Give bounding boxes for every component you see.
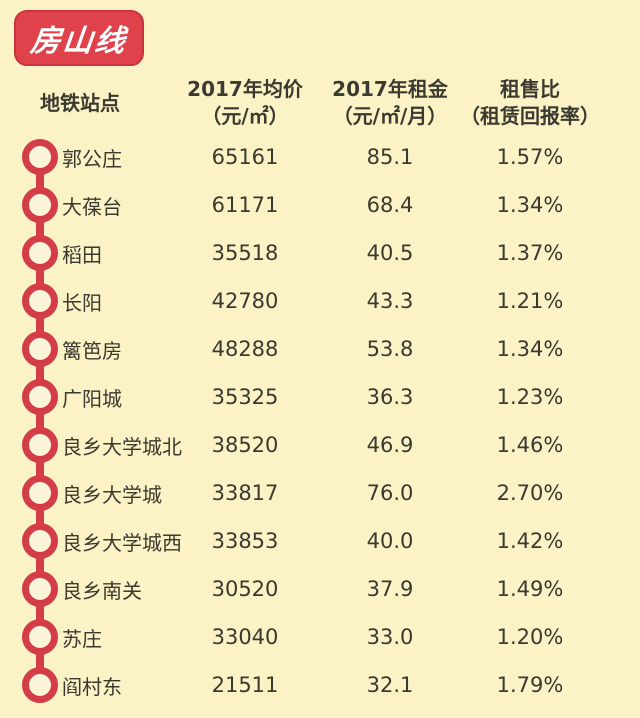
ratio-value: 1.49% xyxy=(496,577,564,601)
rent-value: 40.0 xyxy=(366,529,414,553)
price-value: 33817 xyxy=(211,481,279,505)
metro-rail-line xyxy=(36,157,44,685)
ratio-value: 1.37% xyxy=(496,241,564,265)
ratio-value: 1.20% xyxy=(496,625,564,649)
line-name-label: 房山线 xyxy=(28,24,129,59)
rent-value: 36.3 xyxy=(366,385,414,409)
header-price-label: 2017年均价 xyxy=(187,77,303,101)
station-name: 良乡大学城 xyxy=(62,482,162,507)
ratio-value: 1.57% xyxy=(496,145,564,169)
station-node-icon xyxy=(22,523,58,559)
ratio-value: 2.70% xyxy=(496,481,564,505)
station-name: 苏庄 xyxy=(62,626,102,651)
rent-value: 33.0 xyxy=(366,625,414,649)
station-row: 广阳城 35325 36.3 1.23% xyxy=(0,373,640,421)
price-value: 61171 xyxy=(211,193,279,217)
station-node-icon xyxy=(22,235,58,271)
station-row: 大葆台 61171 68.4 1.34% xyxy=(0,181,640,229)
station-name: 篱笆房 xyxy=(62,338,122,363)
station-name: 良乡大学城北 xyxy=(62,434,182,459)
header-price-unit: （元/㎡） xyxy=(201,104,289,128)
rent-value: 68.4 xyxy=(366,193,414,217)
ratio-value: 1.42% xyxy=(496,529,564,553)
station-name: 稻田 xyxy=(62,242,102,267)
header-ratio-label: 租售比 xyxy=(500,77,560,101)
header-price-column: 2017年均价 （元/㎡） xyxy=(160,76,330,130)
station-rows: 郭公庄 65161 85.1 1.57% 大葆台 61171 68.4 1.34… xyxy=(0,133,640,709)
station-node-icon xyxy=(22,283,58,319)
station-name: 广阳城 xyxy=(62,386,122,411)
station-node-icon xyxy=(22,139,58,175)
ratio-value: 1.21% xyxy=(496,289,564,313)
header-station-label: 地铁站点 xyxy=(40,90,120,115)
header-ratio-column: 租售比 （租赁回报率） xyxy=(450,76,610,130)
station-name: 良乡南关 xyxy=(62,578,142,603)
ratio-value: 1.79% xyxy=(496,673,564,697)
price-value: 33040 xyxy=(211,625,279,649)
rent-value: 85.1 xyxy=(366,145,414,169)
station-node-icon xyxy=(22,475,58,511)
station-node-icon xyxy=(22,427,58,463)
station-node-icon xyxy=(22,571,58,607)
header-rent-column: 2017年租金 （元/㎡/月） xyxy=(330,76,450,130)
station-name: 阎村东 xyxy=(62,674,122,699)
price-value: 21511 xyxy=(211,673,279,697)
rent-value: 43.3 xyxy=(366,289,414,313)
ratio-value: 1.34% xyxy=(496,337,564,361)
header-ratio-sub: （租赁回报率） xyxy=(460,104,600,128)
ratio-value: 1.46% xyxy=(496,433,564,457)
rent-value: 40.5 xyxy=(366,241,414,265)
station-name: 大葆台 xyxy=(62,194,122,219)
station-row: 良乡南关 30520 37.9 1.49% xyxy=(0,565,640,613)
station-row: 阎村东 21511 32.1 1.79% xyxy=(0,661,640,709)
line-name-badge: 房山线 xyxy=(14,10,144,66)
station-node-icon xyxy=(22,379,58,415)
rent-value: 46.9 xyxy=(366,433,414,457)
header-rent-unit: （元/㎡/月） xyxy=(332,104,448,128)
station-node-icon xyxy=(22,331,58,367)
rent-value: 37.9 xyxy=(366,577,414,601)
header-rent-label: 2017年租金 xyxy=(332,77,448,101)
station-node-icon xyxy=(22,667,58,703)
station-row: 良乡大学城 33817 76.0 2.70% xyxy=(0,469,640,517)
station-row: 良乡大学城西 33853 40.0 1.42% xyxy=(0,517,640,565)
table-header: 地铁站点 2017年均价 （元/㎡） 2017年租金 （元/㎡/月） 租售比 （… xyxy=(0,76,640,130)
rent-value: 32.1 xyxy=(366,673,414,697)
station-name: 郭公庄 xyxy=(62,146,122,171)
station-row: 篱笆房 48288 53.8 1.34% xyxy=(0,325,640,373)
station-name: 良乡大学城西 xyxy=(62,530,182,555)
station-row: 良乡大学城北 38520 46.9 1.46% xyxy=(0,421,640,469)
station-name: 长阳 xyxy=(62,290,102,315)
station-row: 长阳 42780 43.3 1.21% xyxy=(0,277,640,325)
price-value: 65161 xyxy=(211,145,279,169)
rent-value: 76.0 xyxy=(366,481,414,505)
ratio-value: 1.23% xyxy=(496,385,564,409)
ratio-value: 1.34% xyxy=(496,193,564,217)
price-value: 30520 xyxy=(211,577,279,601)
price-value: 48288 xyxy=(211,337,279,361)
price-value: 38520 xyxy=(211,433,279,457)
header-station-column: 地铁站点 xyxy=(0,76,160,130)
price-value: 35325 xyxy=(211,385,279,409)
price-value: 35518 xyxy=(211,241,279,265)
price-value: 42780 xyxy=(211,289,279,313)
station-row: 郭公庄 65161 85.1 1.57% xyxy=(0,133,640,181)
price-value: 33853 xyxy=(211,529,279,553)
station-row: 稻田 35518 40.5 1.37% xyxy=(0,229,640,277)
station-row: 苏庄 33040 33.0 1.20% xyxy=(0,613,640,661)
station-node-icon xyxy=(22,619,58,655)
rent-value: 53.8 xyxy=(366,337,414,361)
station-node-icon xyxy=(22,187,58,223)
